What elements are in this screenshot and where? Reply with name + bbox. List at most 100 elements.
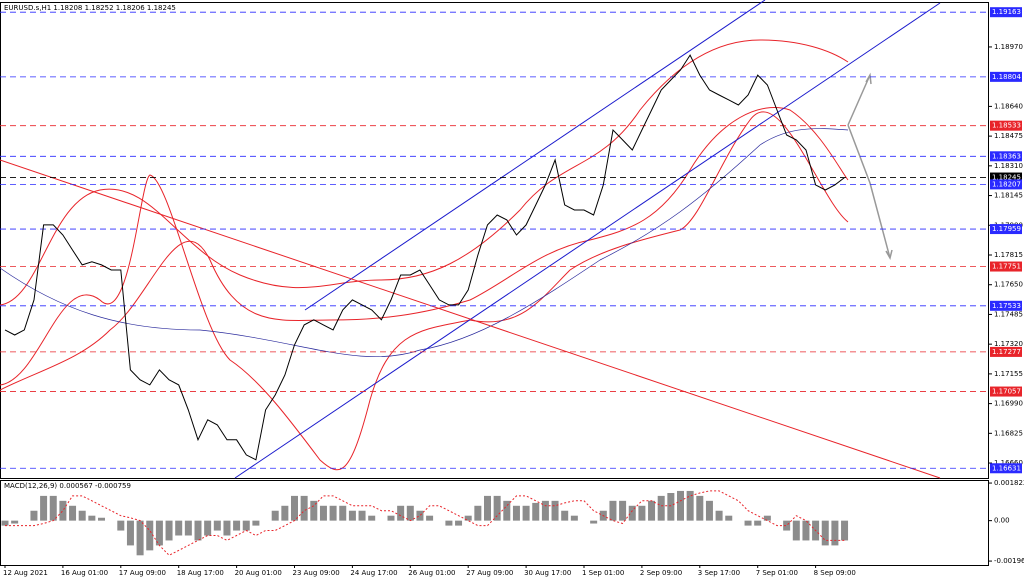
macd-bar (570, 515, 578, 521)
macd-bar (126, 520, 134, 546)
macd-bar (146, 520, 154, 551)
macd-bar (686, 490, 694, 521)
level-label-box (990, 346, 1022, 357)
y-tick-label: 1.17485 (994, 310, 1023, 318)
macd-bar (609, 500, 617, 521)
macd-bar (541, 500, 549, 521)
macd-bar (252, 520, 260, 526)
level-label: 1.16631 (992, 464, 1021, 472)
macd-bar (88, 515, 96, 521)
y-tick-label: 0.001822 (994, 479, 1024, 487)
macd-bar (165, 520, 173, 541)
level-label: 1.18804 (992, 73, 1021, 81)
macd-bar (754, 520, 762, 526)
macd-title: MACD(12,26,9) 0.000567 -0.000759 (4, 482, 131, 490)
macd-bar (368, 515, 376, 521)
level-label-box (990, 151, 1022, 162)
macd-bar (744, 520, 752, 526)
macd-bar (329, 505, 337, 521)
level-label: 1.17057 (992, 388, 1021, 396)
macd-bar (223, 520, 231, 536)
y-tick-label: 1.18475 (994, 132, 1023, 140)
bollinger-middle (0, 107, 849, 391)
macd-bar (503, 500, 511, 521)
moving-average (0, 128, 849, 358)
level-label: 1.18363 (992, 152, 1021, 160)
channel-lower (234, 2, 941, 479)
macd-bar (474, 505, 482, 521)
macd-bar (445, 520, 453, 526)
level-label: 1.18207 (992, 180, 1021, 188)
x-tick-label: 30 Aug 17:00 (524, 569, 571, 577)
chart-title: EURUSD.s,H1 1.18208 1.18252 1.18206 1.18… (4, 4, 176, 12)
y-tick-label: 1.18145 (994, 192, 1023, 200)
macd-bar (387, 515, 395, 521)
macd-bar (358, 510, 366, 521)
y-tick-label: 1.18310 (994, 162, 1023, 170)
drawings (0, 0, 941, 479)
macd-bar (1, 520, 9, 526)
level-label: 1.19163 (992, 8, 1021, 16)
y-tick-label: 1.18970 (994, 43, 1023, 51)
level-label: 1.17533 (992, 302, 1021, 310)
level-label-box (990, 224, 1022, 235)
macd-bar (213, 520, 221, 531)
y-tick-label: 1.16825 (994, 429, 1023, 437)
macd-bar (204, 520, 212, 536)
macd-bar (590, 520, 598, 524)
x-tick-label: 16 Aug 01:00 (61, 569, 108, 577)
macd-bar (291, 495, 298, 521)
main-pane-frame (0, 2, 989, 479)
macd-bar (155, 520, 163, 546)
y-tick-label: 1.17650 (994, 281, 1023, 289)
y-tick-label: -0.00196 (994, 557, 1024, 565)
macd-bar (763, 515, 771, 521)
level-label: 1.17751 (992, 263, 1021, 271)
macd-bar (426, 515, 434, 521)
macd-bar (464, 515, 472, 521)
y-tick-label: 1.17815 (994, 251, 1023, 259)
x-tick-label: 20 Aug 01:00 (235, 569, 282, 577)
x-tick-label: 3 Sep 17:00 (698, 569, 740, 577)
macd-bar (561, 510, 569, 521)
macd-bar (11, 520, 19, 524)
macd-bar (271, 510, 279, 521)
x-tick-label: 24 Aug 17:00 (350, 569, 397, 577)
macd-signal (5, 490, 845, 556)
level-label-box (990, 463, 1022, 474)
macd-bar (69, 505, 77, 521)
macd-bar (821, 520, 829, 546)
macd-bar (49, 495, 57, 521)
x-tick-label: 12 Aug 2021 (3, 569, 48, 577)
y-tick-label: 1.16990 (994, 400, 1023, 408)
macd-bar (194, 520, 202, 541)
macd-bar (98, 517, 105, 521)
x-tick-label: 1 Sep 01:00 (582, 569, 624, 577)
macd-bar (233, 520, 241, 531)
macd-bar (792, 520, 800, 541)
x-tick-label: 7 Sep 01:00 (756, 569, 798, 577)
level-label-box (990, 179, 1022, 190)
macd-bar (532, 502, 540, 521)
macd-bar (416, 510, 424, 521)
macd-bar (802, 520, 810, 541)
x-tick-label: 27 Aug 09:00 (466, 569, 513, 577)
macd-bar (242, 520, 250, 531)
macd-bar (339, 505, 347, 521)
level-label-box (990, 7, 1022, 18)
level-label: 1.18533 (992, 122, 1021, 130)
macd-bar (783, 520, 791, 531)
macd-bar (117, 520, 125, 531)
bollinger-upper (0, 39, 849, 306)
y-tick-label: 1.17320 (994, 340, 1023, 348)
macd-bar (677, 490, 684, 521)
channel-upper (304, 0, 766, 311)
level-label-box (990, 71, 1022, 82)
level-label-box (990, 300, 1022, 311)
macd-bar (831, 520, 839, 546)
macd-bar (30, 510, 38, 521)
macd-bar (705, 500, 713, 521)
x-tick-label: 26 Aug 01:00 (408, 569, 455, 577)
